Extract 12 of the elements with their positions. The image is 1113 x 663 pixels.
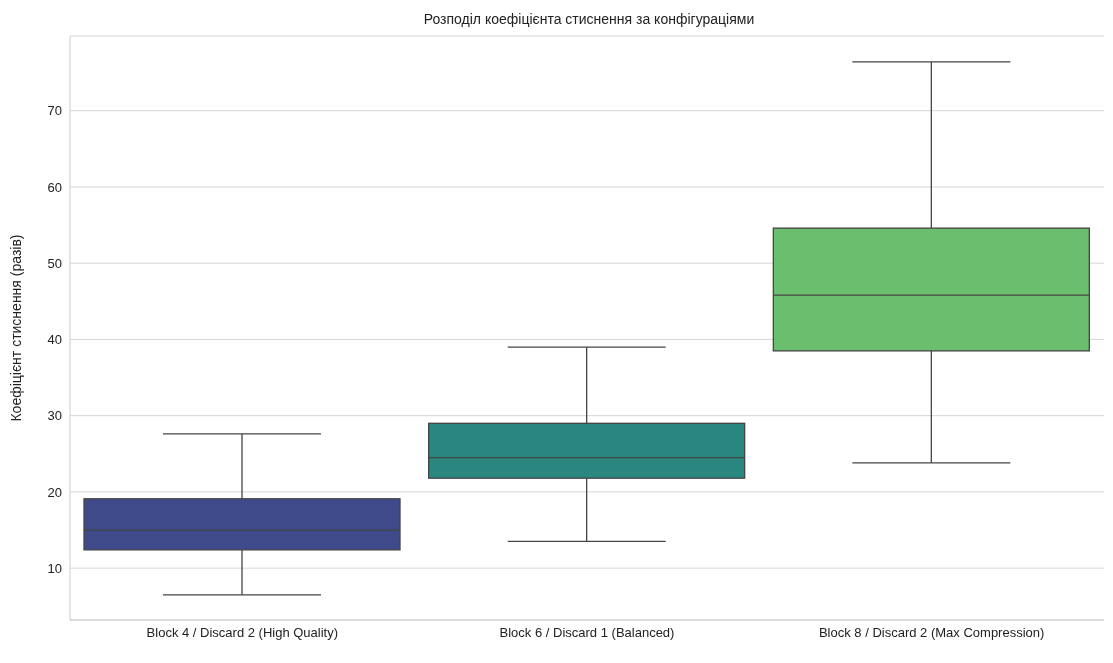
- y-tick-label: 60: [47, 179, 62, 195]
- y-tick-label: 20: [47, 484, 62, 500]
- x-tick-label: Block 6 / Discard 1 (Balanced): [499, 625, 675, 641]
- x-tick-label: Block 8 / Discard 2 (Max Compression): [818, 625, 1045, 641]
- y-tick-label: 70: [47, 103, 62, 119]
- chart-title: Розподіл коефіцієнта стиснення за конфігураціями: [422, 10, 756, 29]
- y-tick-label: 30: [47, 408, 62, 424]
- y-tick-label: 10: [47, 560, 62, 576]
- y-tick-label: 50: [47, 255, 62, 271]
- x-tick-label: Block 4 / Discard 2 (High Quality): [146, 625, 339, 641]
- y-axis-title: Коефіцієнт стиснення (разів): [7, 234, 24, 422]
- y-tick-label: 40: [47, 332, 62, 348]
